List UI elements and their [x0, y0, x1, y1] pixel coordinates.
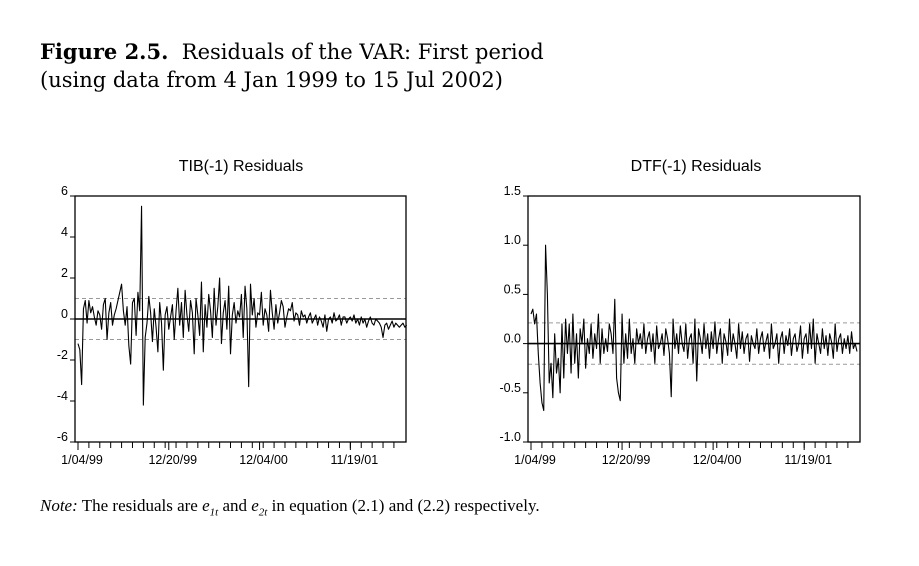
dtf-ytick-label-0: -1.0	[499, 430, 521, 444]
note-text-mid: and	[218, 496, 252, 515]
figure-note: Note: The residuals are e1t and e2t in e…	[40, 496, 540, 518]
tib-residual-series-line	[77, 205, 408, 406]
dtf-ytick-label-5: 1.5	[504, 184, 521, 198]
dtf-ytick-label-2: 0.0	[504, 332, 521, 346]
dtf-residual-series-line	[530, 244, 858, 412]
tib-ytick-label-4: 2	[61, 266, 68, 280]
tib-ytick-label-6: 6	[61, 184, 68, 198]
note-e1-subscript: 1t	[209, 506, 219, 519]
note-e2: e	[251, 496, 259, 515]
dtf-xtick-label-3: 11/19/01	[784, 453, 832, 467]
note-text-after: in equation (2.1) and (2.2) respectively…	[267, 496, 540, 515]
figure-caption-line1: Figure 2.5. Residuals of the VAR: First …	[40, 38, 544, 66]
chart-title-dtf: DTF(-1) Residuals	[630, 158, 762, 175]
dtf-plot-frame	[527, 195, 861, 443]
tib-ytick-label-2: -2	[57, 348, 68, 362]
note-e2-subscript: 2t	[258, 506, 268, 519]
note-e1: e	[202, 496, 210, 515]
dtf-xtick-label-2: 12/04/00	[693, 453, 742, 467]
tib-xtick-label-2: 12/04/00	[239, 453, 288, 467]
tib-xtick-label-1: 12/20/99	[148, 453, 197, 467]
figure-caption: Figure 2.5. Residuals of the VAR: First …	[40, 38, 544, 94]
figure-subtitle: (using data from 4 Jan 1999 to 15 Jul 20…	[40, 68, 503, 92]
note-text-before: The residuals are	[77, 496, 203, 515]
tib-xtick-label-0: 1/04/99	[61, 453, 103, 467]
chart-title-tib: TIB(-1) Residuals	[178, 158, 304, 175]
dtf-ytick-label-4: 1.0	[504, 233, 521, 247]
figure-title: Residuals of the VAR: First period	[181, 40, 544, 64]
tib-ytick-label-3: 0	[61, 307, 68, 321]
figure-label: Figure 2.5.	[40, 39, 169, 64]
dtf-xtick-label-1: 12/20/99	[602, 453, 651, 467]
dtf-xtick-label-0: 1/04/99	[514, 453, 556, 467]
tib-ytick-label-0: -6	[57, 430, 68, 444]
tib-xtick-label-3: 11/19/01	[330, 453, 378, 467]
note-label: Note:	[40, 496, 78, 515]
dtf-ytick-label-1: -0.5	[499, 381, 521, 395]
dtf-ytick-label-3: 0.5	[504, 282, 521, 296]
tib-ytick-label-1: -4	[57, 389, 68, 403]
tib-ytick-label-5: 4	[61, 225, 68, 239]
